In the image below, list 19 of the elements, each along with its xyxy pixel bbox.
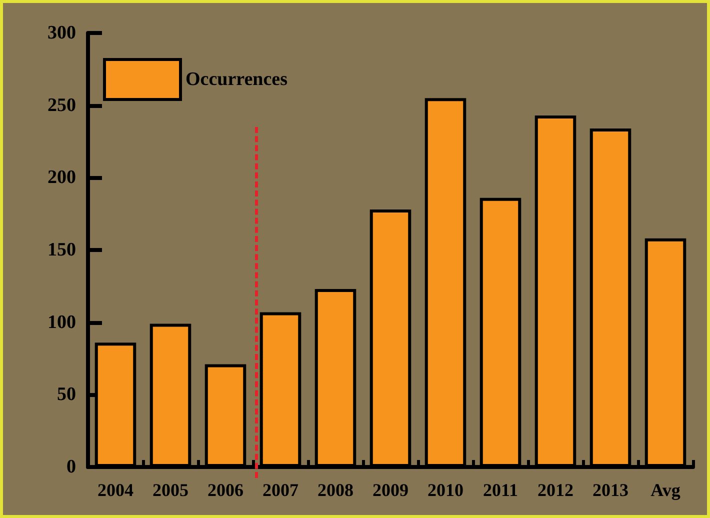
y-tick-label: 150 [48,240,76,260]
legend-label: Occurrences [186,69,288,90]
y-tick-label: 250 [48,94,76,116]
x-tick-label: Avg [650,480,680,500]
y-tick-label: 200 [48,167,76,188]
y-tick-label: 0 [66,456,76,478]
x-tick-label: 2007 [262,480,298,500]
x-tick-label: 2013 [592,480,628,500]
y-tick-label: 50 [57,384,76,406]
x-tick-label: 2005 [152,480,188,500]
y-tick-label: 300 [48,22,76,44]
x-tick-label: 2012 [538,480,574,500]
x-tick-label: 2006 [208,480,244,500]
y-tick-label: 100 [48,312,76,333]
x-tick-label: 2011 [482,480,518,500]
x-tick-label: 2009 [372,480,408,500]
x-tick-label: 2008 [318,480,354,500]
x-tick-label: 2010 [428,480,464,500]
x-tick-label: 2004 [98,480,134,500]
